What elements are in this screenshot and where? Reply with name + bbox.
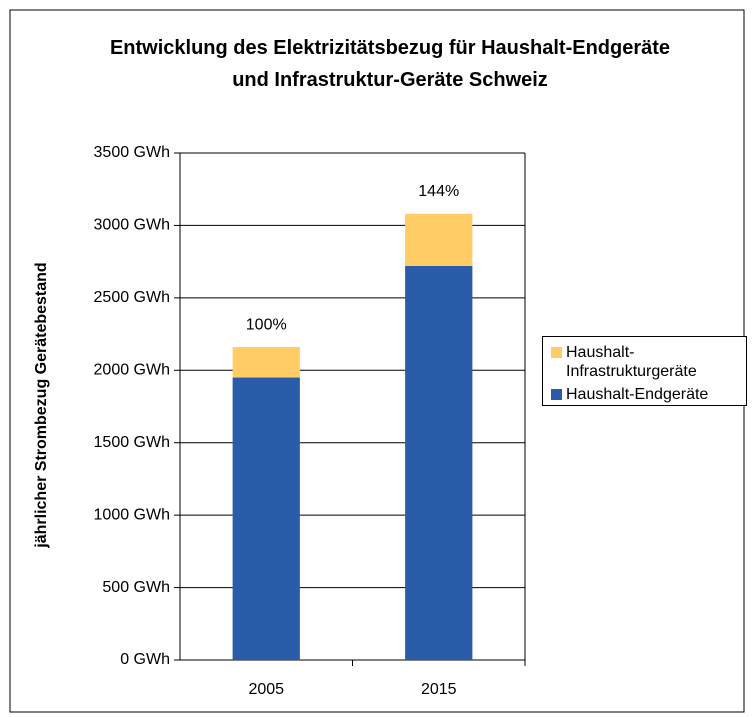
y-tick-label: 500 GWh — [102, 579, 170, 596]
y-tick-label: 1000 GWh — [94, 506, 170, 523]
chart-title: Entwicklung des Elektrizitätsbezug für H… — [109, 37, 671, 91]
x-tick-label: 2005 — [248, 681, 284, 698]
y-tick-label: 1500 GWh — [94, 434, 170, 451]
y-tick-label: 3000 GWh — [94, 217, 170, 234]
bar-label: 144% — [418, 183, 459, 200]
y-axis-label: jährlicher Strombezug Gerätebestand — [33, 262, 50, 548]
y-tick-label: 2000 GWh — [94, 362, 170, 379]
legend: Haushalt-Infrastrukturgeräte Haushalt-End… — [542, 336, 747, 406]
y-tick-label: 3500 GWh — [94, 144, 170, 161]
bar-segment — [405, 213, 473, 266]
bar-segment — [405, 265, 473, 660]
y-tick-label: 2500 GWh — [94, 289, 170, 306]
bar-segment — [232, 377, 300, 660]
legend-label: Haushalt-Infrastrukturgeräte — [566, 344, 697, 380]
legend-swatch — [551, 347, 562, 358]
legend-swatch — [551, 389, 562, 400]
legend-item: Haushalt-Infrastrukturgeräte — [547, 343, 742, 381]
x-tick-label: 2015 — [421, 681, 457, 698]
bar-segment — [232, 347, 300, 378]
bar-label: 100% — [246, 316, 287, 333]
legend-label: Haushalt-Endgeräte — [566, 386, 709, 403]
legend-item: Haushalt-Endgeräte — [547, 385, 742, 404]
y-tick-label: 0 GWh — [120, 651, 170, 668]
